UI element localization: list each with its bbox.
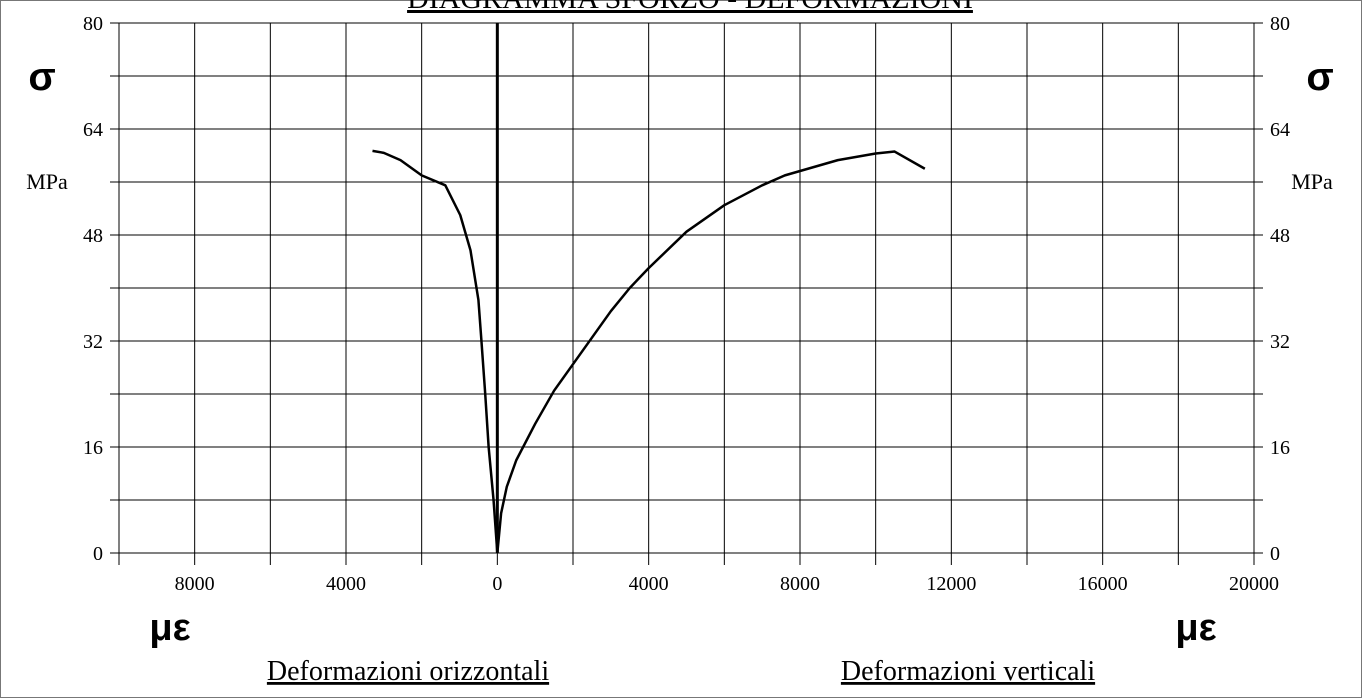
y-tick-label: 32 (83, 331, 103, 353)
y-tick-label: 0 (1270, 543, 1280, 565)
x-tick-label: 0 (492, 573, 502, 595)
y-axis-label: σ (28, 55, 55, 99)
y-tick-label: 48 (1270, 225, 1290, 247)
x-axis-label: με (149, 607, 190, 649)
x-tick-label: 20000 (1229, 573, 1279, 595)
data-line (496, 150, 926, 554)
x-tick-label: 12000 (926, 573, 976, 595)
y-tick-label: 80 (83, 13, 103, 35)
chart-title: DIAGRAMMA SFORZO - DEFORMAZIONI (407, 0, 973, 15)
y-axis-unit: MPa (26, 169, 68, 194)
legend-label: Deformazioni verticali (841, 656, 1095, 687)
x-tick-label: 4000 (326, 573, 366, 595)
y-tick-label: 48 (83, 225, 103, 247)
x-tick-label: 16000 (1078, 573, 1128, 595)
x-tick-label: 8000 (780, 573, 820, 595)
x-tick-label: 8000 (175, 573, 215, 595)
y-tick-label: 16 (1270, 437, 1290, 459)
data-line (372, 149, 499, 554)
x-axis-label: με (1175, 607, 1216, 649)
y-tick-label: 0 (93, 543, 103, 565)
y-tick-label: 32 (1270, 331, 1290, 353)
y-tick-label: 64 (83, 119, 103, 141)
y-axis-unit: MPa (1291, 169, 1333, 194)
y-tick-label: 64 (1270, 119, 1290, 141)
legend-label: Deformazioni orizzontali (267, 656, 549, 687)
y-axis-label: σ (1306, 55, 1333, 99)
y-tick-label: 80 (1270, 13, 1290, 35)
y-tick-label: 16 (83, 437, 103, 459)
x-tick-label: 4000 (629, 573, 669, 595)
